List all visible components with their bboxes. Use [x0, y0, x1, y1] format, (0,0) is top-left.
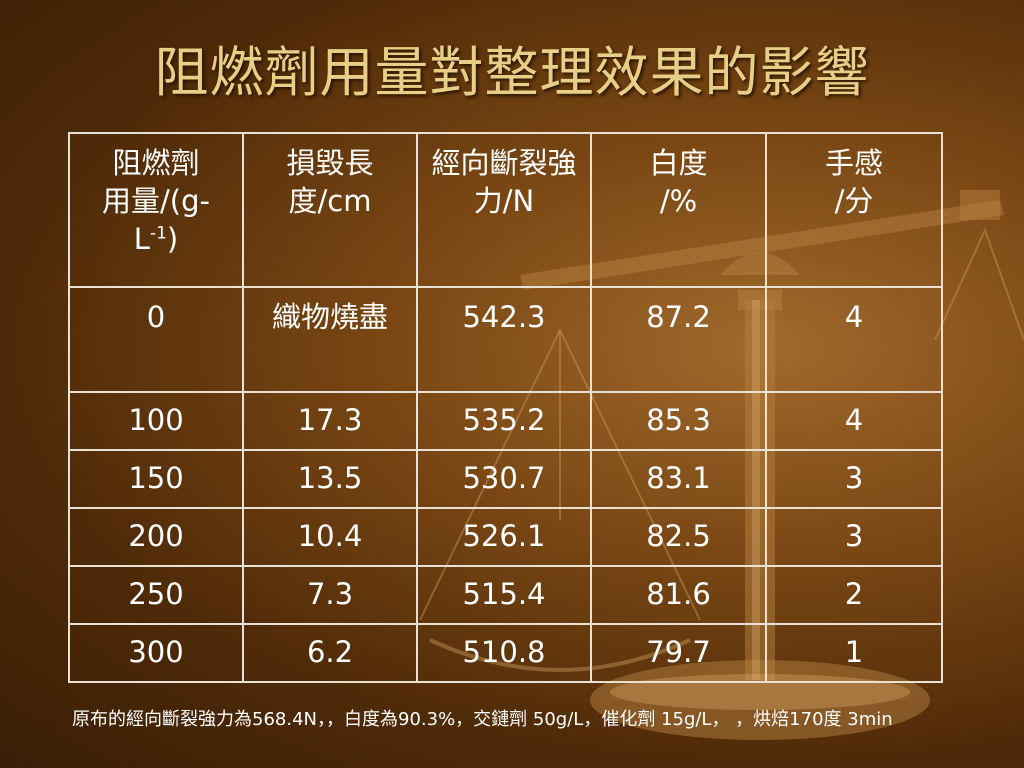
header-dosage-line2: 用量/(g-	[102, 184, 210, 218]
cell-dosage: 100	[68, 391, 244, 451]
header-breaking-strength: 經向斷裂強力/N	[416, 132, 592, 288]
slide-title: 阻燃劑用量對整理效果的影響	[154, 41, 870, 104]
cell-dosage: 200	[68, 507, 244, 567]
cell-dosage: 0	[68, 286, 244, 393]
cell-breaking-strength: 526.1	[416, 507, 592, 567]
table-row: 250 7.3 515.4 81.6 2	[68, 565, 943, 625]
cell-damage-length: 13.5	[242, 449, 418, 509]
cell-breaking-strength: 542.3	[416, 286, 592, 393]
cell-breaking-strength: 530.7	[416, 449, 592, 509]
header-damage-length: 損毀長度/cm	[242, 132, 418, 288]
cell-whiteness: 85.3	[590, 391, 767, 451]
cell-damage-length: 織物燒盡	[242, 286, 418, 393]
cell-whiteness: 87.2	[590, 286, 767, 393]
cell-damage-length: 7.3	[242, 565, 418, 625]
cell-whiteness: 82.5	[590, 507, 767, 567]
header-hand-feel-line2: /分	[834, 184, 874, 218]
table-row: 150 13.5 530.7 83.1 3	[68, 449, 943, 509]
cell-whiteness: 81.6	[590, 565, 767, 625]
cell-hand-feel: 4	[765, 391, 943, 451]
header-dosage-unit-l: L	[133, 222, 150, 256]
header-hand-feel: 手感 /分	[765, 132, 943, 288]
cell-damage-length: 10.4	[242, 507, 418, 567]
cell-breaking-strength: 510.8	[416, 623, 592, 683]
header-dosage-close: )	[166, 222, 179, 256]
header-hand-feel-line1: 手感	[824, 146, 883, 180]
header-dosage-line3: L-1)	[73, 220, 239, 258]
cell-breaking-strength: 515.4	[416, 565, 592, 625]
cell-breaking-strength: 535.2	[416, 391, 592, 451]
cell-dosage: 250	[68, 565, 244, 625]
table-header-row: 阻燃劑 用量/(g- L-1) 損毀長度/cm 經向斷裂強力/N 白度 /% 手…	[68, 132, 943, 288]
table-row: 100 17.3 535.2 85.3 4	[68, 391, 943, 451]
cell-dosage: 150	[68, 449, 244, 509]
cell-hand-feel: 1	[765, 623, 943, 683]
cell-whiteness: 83.1	[590, 449, 767, 509]
cell-hand-feel: 2	[765, 565, 943, 625]
header-dosage: 阻燃劑 用量/(g- L-1)	[68, 132, 244, 288]
cell-hand-feel: 3	[765, 507, 943, 567]
cell-hand-feel: 3	[765, 449, 943, 509]
header-whiteness-line1: 白度	[649, 146, 708, 180]
cell-dosage: 300	[68, 623, 244, 683]
header-whiteness: 白度 /%	[590, 132, 767, 288]
cell-damage-length: 17.3	[242, 391, 418, 451]
header-whiteness-line2: /%	[659, 184, 698, 218]
table-row: 200 10.4 526.1 82.5 3	[68, 507, 943, 567]
table-row: 300 6.2 510.8 79.7 1	[68, 623, 943, 683]
header-dosage-exponent: -1	[149, 223, 167, 244]
table-row: 0 織物燒盡 542.3 87.2 4	[68, 286, 943, 393]
cell-whiteness: 79.7	[590, 623, 767, 683]
cell-damage-length: 6.2	[242, 623, 418, 683]
cell-hand-feel: 4	[765, 286, 943, 393]
footnote: 原布的經向斷裂強力為568.4N，，白度為90.3%，交鏈劑 50g/L，催化劑…	[72, 709, 893, 730]
header-dosage-line1: 阻燃劑	[112, 146, 200, 180]
results-table: 阻燃劑 用量/(g- L-1) 損毀長度/cm 經向斷裂強力/N 白度 /% 手…	[68, 132, 943, 683]
